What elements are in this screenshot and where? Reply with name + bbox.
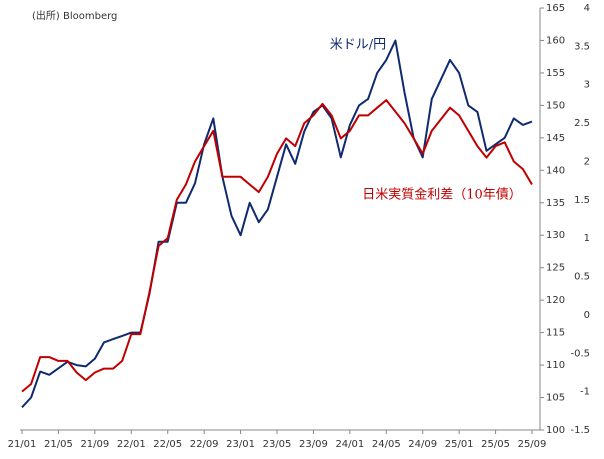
y-tick-label: 135 [546, 198, 565, 209]
y2-tick-label: 3.5 [574, 41, 590, 52]
y2-tick-label: 2.5 [574, 118, 590, 129]
x-tick-label: 23/09 [299, 439, 328, 450]
x-tick-label: 25/05 [481, 439, 510, 450]
x-tick-label: 23/05 [263, 439, 292, 450]
y2-tick-label: 4 [584, 3, 590, 14]
y-tick-label: 105 [546, 393, 565, 404]
source-note: (出所) Bloomberg [32, 9, 117, 22]
y-tick-label: 115 [546, 328, 565, 339]
y2-tick-label: 2 [584, 156, 590, 167]
series-label: 米ドル/円 [330, 38, 386, 53]
y-tick-label: 140 [546, 165, 565, 176]
y-tick-label: 165 [546, 3, 565, 14]
x-tick-label: 23/01 [226, 439, 255, 450]
series-line [21, 99, 533, 393]
y2-tick-label: 0 [584, 310, 590, 321]
x-tick-label: 24/01 [335, 439, 364, 450]
x-tick-label: 24/09 [408, 439, 437, 450]
x-tick-label: 21/01 [8, 439, 37, 450]
x-tick-label: 25/01 [445, 439, 474, 450]
x-tick-label: 21/09 [80, 439, 109, 450]
series-line [21, 39, 533, 408]
y-tick-label: 155 [546, 68, 565, 79]
y2-tick-label: -1.5 [570, 425, 590, 436]
x-tick-label: 22/05 [153, 439, 182, 450]
y-tick-label: 120 [546, 295, 565, 306]
y-tick-label: 110 [546, 360, 565, 371]
y-tick-label: 125 [546, 263, 565, 274]
y2-tick-label: 1 [584, 233, 590, 244]
y2-tick-label: -1 [580, 387, 590, 398]
series-label: 日米実質金利差（10年債） [362, 187, 522, 203]
y-tick-label: 100 [546, 425, 565, 436]
y2-tick-label: -0.5 [570, 348, 590, 359]
x-tick-label: 24/05 [372, 439, 401, 450]
y-tick-label: 150 [546, 100, 565, 111]
y-tick-label: 145 [546, 133, 565, 144]
y2-tick-label: 1.5 [574, 195, 590, 206]
y-tick-label: 130 [546, 230, 565, 241]
y-tick-label: 160 [546, 35, 565, 46]
y2-tick-label: 3 [584, 80, 590, 91]
y2-tick-label: 0.5 [574, 272, 590, 283]
x-tick-label: 25/09 [518, 439, 547, 450]
x-tick-label: 22/01 [117, 439, 146, 450]
x-tick-label: 21/05 [44, 439, 73, 450]
x-tick-label: 22/09 [190, 439, 219, 450]
